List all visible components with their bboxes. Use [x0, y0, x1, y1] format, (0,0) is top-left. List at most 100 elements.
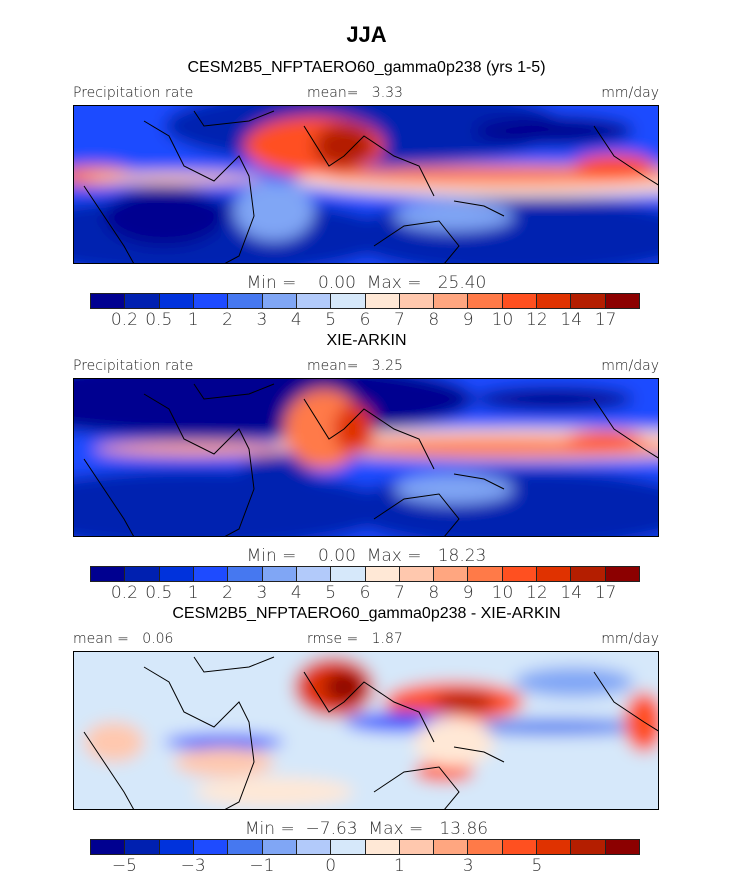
colorbar-swatch	[365, 294, 400, 308]
colorbar-tick-label: 2	[222, 310, 233, 330]
colorbar-tick-label: 8	[428, 583, 440, 603]
colorbar-swatch	[537, 840, 572, 854]
precip-region	[314, 124, 374, 168]
precip-region	[474, 387, 634, 411]
colorbar-swatch	[502, 567, 538, 581]
colorbar-ticks: 0.2 0.5 1 2 3 4 5 6 7 8 9 10 12 14 17	[90, 583, 640, 603]
colorbar-tick-label: 0.5	[145, 583, 173, 603]
precipitation-map	[73, 105, 659, 264]
colorbar-swatch	[159, 294, 194, 308]
colorbar-swatch	[296, 840, 332, 854]
precip-region	[574, 154, 654, 178]
colorbar-tick-label: 2	[222, 583, 233, 603]
precip-region	[84, 722, 144, 762]
precip-region	[624, 692, 658, 752]
coastlines	[83, 110, 658, 263]
coastlines	[83, 383, 658, 536]
colorbar-tick-label: 3	[462, 856, 474, 876]
colorbar-tick-label: 4	[290, 583, 302, 603]
colorbar-tick-label: 1	[393, 856, 405, 876]
precip-region	[74, 379, 474, 439]
colorbar-ticks: 0.2 0.5 1 2 3 4 5 6 7 8 9 10 12 14 17	[90, 310, 640, 330]
panel-units-label: mm/day	[601, 358, 659, 374]
figure-title: JJA	[346, 22, 387, 47]
panel-center-label: rmse = 1.87	[307, 631, 403, 647]
panel-subtitle: CESM2B5_NFPTAERO60_gamma0p238 (yrs 1-5)	[187, 59, 546, 76]
min-max-label: Min = −7.63 Max = 13.86	[244, 819, 489, 839]
colorbar-tick-label: 0.2	[110, 310, 138, 330]
colorbar-swatch	[91, 840, 126, 854]
colorbar-swatch	[159, 840, 194, 854]
colorbar-tick-label: 17	[594, 583, 617, 603]
colorbar-swatch	[605, 294, 639, 308]
coastlines	[83, 656, 658, 809]
precipitation-map	[73, 651, 659, 810]
colorbar-swatch	[228, 840, 263, 854]
colorbar-swatch	[365, 567, 400, 581]
colorbar-tick-label: 12	[526, 310, 548, 330]
precip-region	[234, 454, 314, 514]
colorbar	[90, 839, 640, 855]
colorbar-tick-label: 10	[491, 583, 514, 603]
colorbar-swatch	[502, 294, 538, 308]
colorbar-swatch	[468, 567, 503, 581]
colorbar-tick-label: 6	[359, 583, 371, 603]
colorbar-swatch	[468, 294, 503, 308]
colorbar-swatch	[193, 294, 229, 308]
colorbar-swatch	[331, 294, 366, 308]
precip-region	[164, 734, 284, 750]
colorbar-tick-label: 5	[325, 583, 337, 603]
panel-subtitle: XIE-ARKIN	[326, 332, 407, 349]
precip-region	[454, 719, 654, 735]
colorbar-tick-label: −1	[249, 856, 275, 876]
colorbar-tick-label: 14	[560, 310, 583, 330]
colorbar-tick-label: 14	[560, 583, 583, 603]
colorbar-swatch	[605, 840, 639, 854]
precip-region	[174, 747, 274, 777]
precip-region	[324, 166, 658, 186]
colorbar-swatch	[296, 567, 332, 581]
colorbar-swatch	[434, 567, 469, 581]
colorbar-swatch	[399, 840, 435, 854]
colorbar-swatch	[296, 294, 332, 308]
colorbar-tick-label: 1	[187, 310, 199, 330]
panel-units-label: mm/day	[601, 85, 659, 101]
colorbar-tick-label: 3	[256, 583, 268, 603]
panel-left-label: Precipitation rate	[73, 85, 194, 101]
colorbar-tick-label: 12	[526, 583, 548, 603]
colorbar-tick-label: 9	[462, 310, 474, 330]
colorbar-swatch	[434, 840, 469, 854]
colorbar	[90, 566, 640, 582]
colorbar-swatch	[537, 294, 572, 308]
colorbar-swatch	[193, 840, 229, 854]
colorbar-swatch	[434, 294, 469, 308]
precip-region	[334, 404, 374, 454]
panel-units-label: mm/day	[601, 631, 659, 647]
colorbar-swatch	[125, 840, 160, 854]
precip-region	[514, 667, 634, 697]
colorbar-swatch	[537, 567, 572, 581]
colorbar-swatch	[193, 567, 229, 581]
colorbar-tick-label: 7	[393, 310, 405, 330]
colorbar-tick-label: 5	[531, 856, 543, 876]
colorbar-swatch	[228, 294, 263, 308]
colorbar-swatch	[571, 294, 606, 308]
panel-left-label: mean = 0.06	[73, 631, 174, 647]
precip-region	[74, 469, 394, 536]
colorbar-swatch	[365, 840, 400, 854]
precip-region	[94, 442, 294, 456]
precip-region	[394, 474, 514, 504]
colorbar-swatch	[262, 294, 297, 308]
colorbar-swatch	[159, 567, 194, 581]
min-max-label: Min = 0.00 Max = 18.23	[246, 546, 487, 566]
colorbar-swatch	[468, 840, 503, 854]
colorbar-swatch	[91, 294, 126, 308]
colorbar-tick-label: 17	[594, 310, 617, 330]
colorbar-tick-label: 0.5	[145, 310, 173, 330]
colorbar-swatch	[571, 840, 606, 854]
colorbar-ticks: −5 −3 −1 0 1 3 5	[90, 856, 640, 876]
panel-center-label: mean= 3.25	[307, 358, 403, 374]
colorbar-swatch	[605, 567, 639, 581]
precip-region	[414, 717, 494, 767]
